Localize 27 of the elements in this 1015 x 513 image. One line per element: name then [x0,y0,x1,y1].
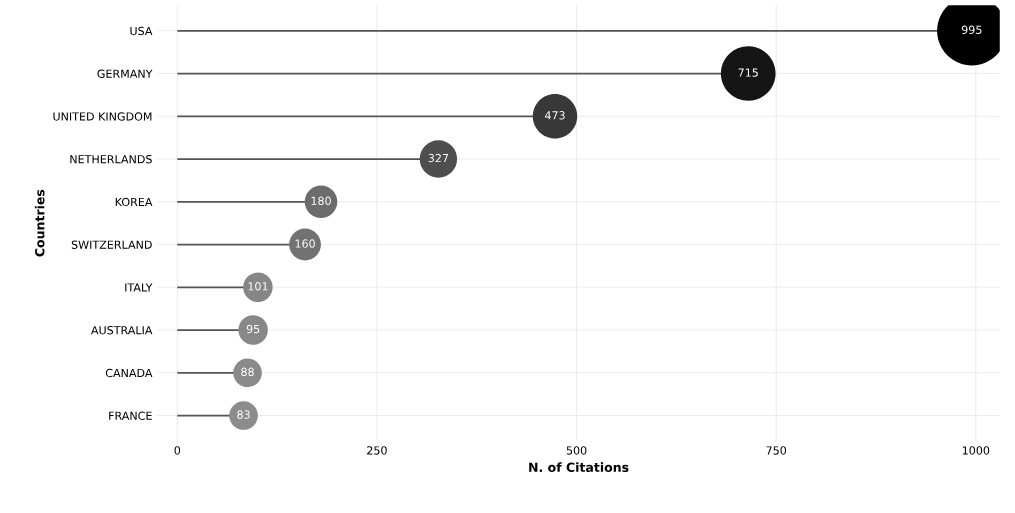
data-label: 160 [295,239,315,248]
x-tick-label: 750 [766,446,787,455]
data-label: 180 [311,196,331,205]
y-tick-label: ITALY [125,283,153,292]
x-tick-label: 0 [174,446,181,455]
y-tick-label: GERMANY [97,69,153,78]
x-tick-label: 500 [566,446,587,455]
data-label: 95 [246,324,260,334]
y-tick-label: FRANCE [109,411,152,420]
data-label: 83 [237,410,250,419]
data-label: 88 [241,367,254,376]
y-axis-title: Countries [34,189,45,257]
x-axis-title: N. of Citations [529,462,629,473]
data-label: 101 [248,282,268,291]
y-tick-label: KOREA [115,197,153,207]
y-tick-label: CANADA [105,368,153,378]
y-tick-label: AUSTRALIA [91,326,153,335]
y-tick-label: SWITZERLAND [71,240,152,249]
data-label: 715 [738,68,758,77]
y-tick-label: USA [130,26,153,36]
data-label: 327 [428,153,449,163]
x-tick-label: 1000 [962,446,990,455]
x-tick-label: 250 [367,446,387,455]
y-tick-label: UNITED KINGDOM [53,112,152,121]
data-label: 995 [961,25,982,34]
data-label: 473 [544,111,565,120]
y-tick-label: NETHERLANDS [70,155,152,164]
